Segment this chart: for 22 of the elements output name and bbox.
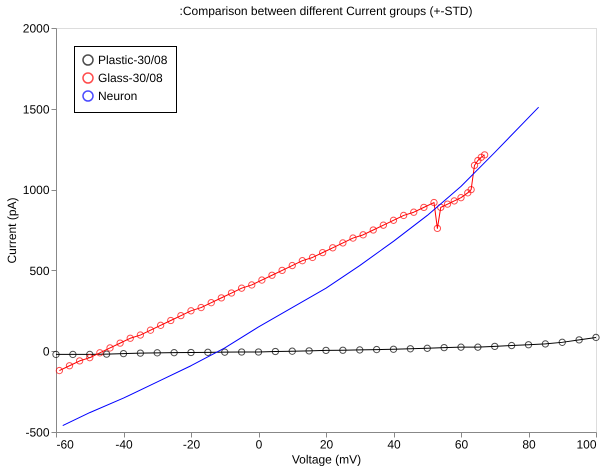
y-tick-label: 2000 bbox=[22, 22, 50, 36]
y-tick-label: 1500 bbox=[22, 102, 50, 116]
x-tick-label: 20 bbox=[320, 438, 334, 452]
y-tick-label: 500 bbox=[29, 264, 50, 278]
line-series bbox=[62, 106, 540, 426]
legend-label: Plastic-30/08 bbox=[98, 53, 168, 67]
chart-title: :Comparison between different Current groups (+-STD) bbox=[180, 4, 472, 18]
x-tick-label: 80 bbox=[522, 438, 536, 452]
legend-label: Glass-30/08 bbox=[98, 71, 164, 85]
y-tick-label: -500 bbox=[25, 426, 50, 440]
x-tick-label: 0 bbox=[256, 438, 263, 452]
x-tick-label: 60 bbox=[454, 438, 468, 452]
x-tick-label: 100 bbox=[576, 438, 597, 452]
x-tick-label: -60 bbox=[56, 438, 74, 452]
x-tick-label: -40 bbox=[115, 438, 133, 452]
y-axis-title: Current (pA) bbox=[4, 197, 19, 264]
y-tick-label: 1000 bbox=[22, 183, 50, 198]
x-tick-label: 40 bbox=[387, 438, 401, 452]
x-tick-label: -20 bbox=[182, 438, 200, 452]
x-axis-title: Voltage (mV) bbox=[292, 452, 362, 466]
legend-label: Neuron bbox=[98, 89, 138, 103]
y-tick-label: 0 bbox=[42, 344, 50, 359]
